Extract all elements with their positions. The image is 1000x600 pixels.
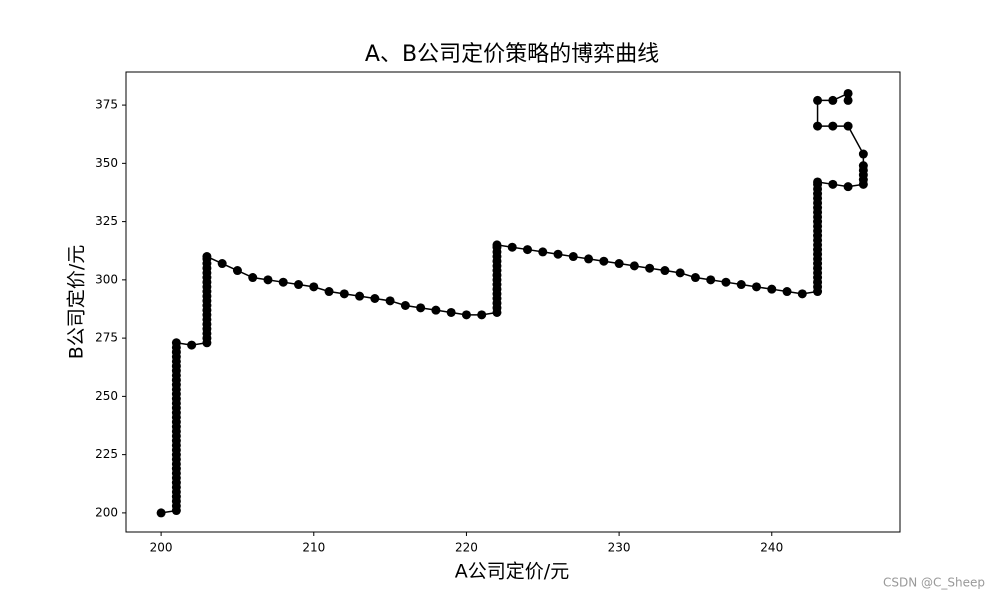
- x-tick-label: 220: [455, 541, 478, 555]
- data-point: [263, 275, 273, 285]
- data-point: [248, 273, 258, 283]
- data-point: [614, 259, 624, 269]
- x-tick-label: 230: [608, 541, 631, 555]
- x-axis-label: A公司定价/元: [455, 561, 569, 583]
- x-tick-label: 210: [302, 541, 325, 555]
- data-point: [828, 121, 838, 131]
- y-tick-label: 325: [95, 214, 118, 228]
- data-point: [828, 95, 838, 105]
- data-point: [339, 289, 349, 299]
- data-point: [858, 161, 868, 171]
- plot-frame: [125, 71, 901, 533]
- data-point: [813, 95, 823, 105]
- data-point: [813, 121, 823, 131]
- data-point: [843, 95, 853, 105]
- data-point: [278, 277, 288, 287]
- data-point: [538, 247, 548, 257]
- data-line: [160, 92, 865, 514]
- y-tick-label: 200: [95, 505, 118, 519]
- data-point: [599, 256, 609, 266]
- data-point: [431, 305, 441, 315]
- data-point: [767, 284, 777, 294]
- data-point: [294, 280, 304, 290]
- data-point: [736, 280, 746, 290]
- data-point: [645, 263, 655, 273]
- data-point: [568, 252, 578, 262]
- data-point: [477, 310, 487, 320]
- data-point: [187, 340, 197, 350]
- data-point: [675, 268, 685, 278]
- data-point: [706, 275, 716, 285]
- y-tick-label: 275: [95, 331, 118, 345]
- data-point: [782, 287, 792, 297]
- data-point: [828, 179, 838, 189]
- data-point: [843, 182, 853, 192]
- chart-title: A、B公司定价策略的博弈曲线: [365, 42, 659, 67]
- y-axis-label: B公司定价/元: [66, 245, 88, 359]
- data-point: [797, 289, 807, 299]
- y-tick-label: 250: [95, 389, 118, 403]
- data-point: [202, 252, 212, 262]
- y-tick-label: 375: [95, 98, 118, 112]
- data-point: [843, 88, 853, 98]
- data-point: [721, 277, 731, 287]
- data-point: [751, 282, 761, 292]
- x-tick-label: 200: [150, 541, 173, 555]
- data-point: [843, 121, 853, 131]
- data-point: [446, 307, 456, 317]
- data-point: [858, 149, 868, 159]
- data-point: [492, 240, 502, 250]
- data-point: [171, 338, 181, 348]
- data-point: [813, 177, 823, 187]
- y-tick-label: 225: [95, 447, 118, 461]
- data-point: [461, 310, 471, 320]
- data-point: [660, 266, 670, 276]
- data-point: [324, 287, 334, 297]
- y-tick-label: 350: [95, 156, 118, 170]
- y-tick-label: 300: [95, 272, 118, 286]
- data-point: [553, 249, 563, 259]
- x-tick-label: 240: [760, 541, 783, 555]
- data-point: [523, 245, 533, 255]
- data-point: [400, 300, 410, 310]
- data-point: [370, 294, 380, 304]
- data-point: [217, 259, 227, 269]
- data-point: [309, 282, 319, 292]
- data-point: [629, 261, 639, 271]
- data-point: [355, 291, 365, 301]
- data-point: [690, 273, 700, 283]
- watermark: CSDN @C_Sheep: [883, 576, 985, 590]
- data-point: [507, 242, 517, 252]
- data-point: [232, 266, 242, 276]
- data-point: [385, 296, 395, 306]
- data-point: [584, 254, 594, 264]
- data-point: [156, 508, 166, 518]
- data-point: [416, 303, 426, 313]
